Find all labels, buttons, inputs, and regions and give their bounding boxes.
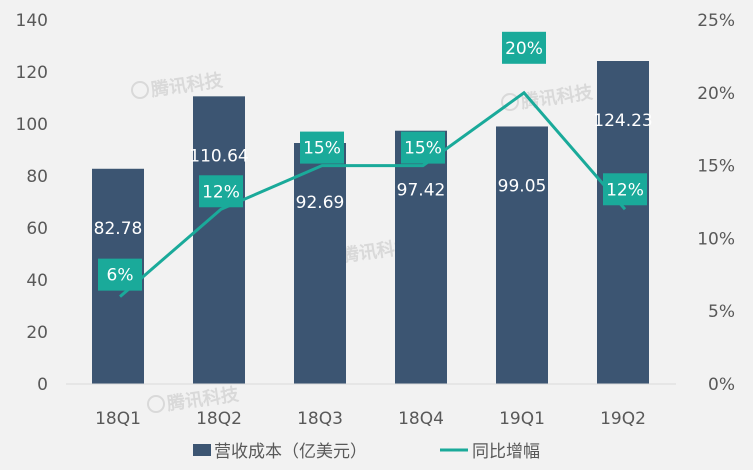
growth-value-label: 15%	[303, 139, 341, 159]
growth-value-label: 6%	[107, 266, 134, 286]
bar-value-label: 92.69	[296, 193, 345, 213]
watermark-logo	[131, 81, 149, 99]
x-tick-label: 18Q4	[398, 409, 444, 429]
growth-label-box	[401, 131, 445, 164]
y-left-tick-label: 20	[26, 323, 48, 343]
y-right-tick-label: 5%	[708, 302, 735, 322]
bar	[193, 96, 245, 384]
x-tick-label: 19Q1	[499, 409, 545, 429]
legend-swatch-bar	[193, 444, 211, 456]
legend-label-bar: 营收成本（亿美元）	[214, 442, 367, 462]
x-axis: 18Q1 18Q2 18Q3 18Q4 19Q1 19Q2	[66, 383, 676, 429]
bar	[597, 61, 649, 384]
bar-value-label: 82.78	[94, 219, 143, 239]
x-tick-label: 18Q1	[95, 409, 141, 429]
x-tick-label: 18Q3	[297, 409, 343, 429]
growth-value-label: 15%	[404, 139, 442, 159]
growth-value-label: 20%	[505, 39, 543, 59]
bar-series	[92, 61, 649, 384]
bar-value-label: 110.64	[189, 146, 248, 166]
bar-value-label: 99.05	[498, 176, 547, 196]
y-left-tick-label: 0	[37, 375, 48, 395]
growth-label-box	[502, 31, 546, 64]
x-tick-label: 18Q2	[196, 409, 242, 429]
y-axis-right: 0% 5% 10% 15% 20% 25%	[697, 11, 735, 395]
bar-value-label: 124.23	[593, 111, 652, 131]
legend-label-line: 同比增幅	[472, 442, 540, 462]
watermark-logo	[501, 93, 519, 111]
y-left-tick-label: 120	[16, 63, 48, 83]
bar	[395, 130, 447, 384]
y-left-tick-label: 100	[16, 115, 48, 135]
growth-value-label: 12%	[202, 182, 240, 202]
growth-value-labels: 6% 12% 15% 15% 20% 12%	[98, 31, 647, 291]
y-left-tick-label: 40	[26, 271, 48, 291]
growth-label-box	[199, 175, 243, 208]
y-left-tick-label: 140	[16, 11, 48, 31]
watermark-logo	[147, 395, 165, 413]
y-right-tick-label: 20%	[697, 84, 735, 104]
watermark-text: 腾讯科技	[520, 81, 595, 113]
bar-value-labels: 82.78 110.64 92.69 97.42 99.05 124.23	[94, 111, 653, 239]
y-right-tick-label: 25%	[697, 11, 735, 31]
growth-label-box	[300, 131, 344, 164]
growth-line-series	[119, 90, 627, 298]
bar-value-label: 97.42	[397, 181, 446, 201]
y-left-tick-label: 80	[26, 167, 48, 187]
watermark-text: 腾讯科技	[150, 69, 225, 101]
y-axis-left: 0 20 40 60 80 100 120 140	[16, 11, 48, 395]
growth-value-label: 12%	[606, 180, 644, 200]
growth-label-box	[603, 173, 647, 206]
bar	[496, 126, 548, 384]
growth-line	[119, 90, 627, 298]
legend: 营收成本（亿美元） 同比增幅	[193, 442, 540, 462]
y-right-tick-label: 15%	[697, 157, 735, 177]
y-left-tick-label: 60	[26, 219, 48, 239]
growth-label-box	[98, 258, 142, 291]
x-tick-label: 19Q2	[600, 409, 646, 429]
y-right-tick-label: 10%	[697, 229, 735, 249]
y-right-tick-label: 0%	[708, 375, 735, 395]
bar	[294, 143, 346, 384]
